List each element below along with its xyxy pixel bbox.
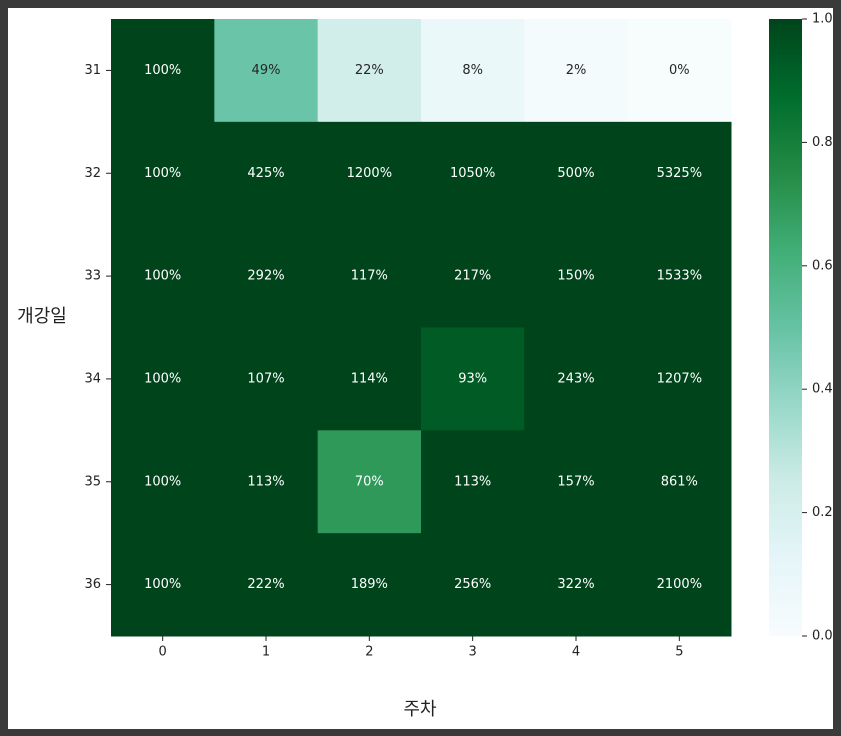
cell-label: 322% — [557, 577, 594, 592]
cell-label: 861% — [661, 474, 698, 489]
cell-label: 5325% — [657, 166, 702, 181]
x-tick-label: 2 — [365, 645, 373, 660]
heatmap-cell — [111, 224, 215, 328]
cell-label: 222% — [247, 577, 284, 592]
heatmap-cell — [111, 430, 215, 534]
cell-label: 425% — [247, 166, 284, 181]
colorbar-tick-label: 0.0 — [812, 629, 833, 644]
heatmap-cell — [214, 224, 319, 328]
heatmap-cell — [214, 533, 319, 637]
cell-label: 70% — [355, 474, 384, 489]
heatmap-cell — [317, 533, 422, 637]
y-tick-label: 33 — [84, 269, 101, 284]
heatmap-cell — [421, 19, 525, 123]
y-axis-title: 개강일 — [17, 306, 67, 327]
heatmap-cell — [421, 430, 525, 534]
y-tick-label: 32 — [84, 166, 101, 181]
x-tick-label: 5 — [675, 645, 683, 660]
y-tick-label: 36 — [84, 577, 101, 592]
cell-label: 500% — [557, 166, 594, 181]
heatmap-cell — [524, 430, 629, 534]
x-tick-label: 4 — [572, 645, 580, 660]
heatmap-cell — [317, 430, 422, 534]
cell-label: 114% — [351, 371, 388, 386]
cell-label: 100% — [144, 371, 181, 386]
cell-label: 292% — [247, 269, 284, 284]
y-tick-label: 35 — [84, 474, 101, 489]
heatmap-cell — [317, 121, 422, 226]
cell-label: 1050% — [450, 166, 495, 181]
heatmap-cell — [214, 19, 319, 123]
heatmap-cell — [111, 19, 215, 123]
heatmap-cell — [524, 533, 629, 637]
cell-label: 217% — [454, 269, 491, 284]
heatmap-cell — [111, 327, 215, 431]
cell-label: 49% — [252, 63, 281, 78]
heatmap-cell — [524, 224, 629, 328]
heatmap-cell — [111, 121, 215, 226]
cell-label: 2% — [566, 63, 587, 78]
heatmap-cell — [317, 19, 422, 123]
cell-label: 107% — [247, 371, 284, 386]
y-tick-label: 31 — [84, 63, 101, 78]
heatmap-cell — [627, 430, 732, 534]
cell-label: 113% — [454, 474, 491, 489]
cell-label: 1207% — [657, 371, 702, 386]
x-tick-label: 3 — [469, 645, 477, 660]
cell-label: 157% — [557, 474, 594, 489]
heatmap-cell — [627, 327, 732, 431]
cell-label: 22% — [355, 63, 384, 78]
colorbar-tick-label: 0.2 — [812, 505, 833, 520]
cell-label: 0% — [669, 63, 690, 78]
heatmap-cell — [421, 533, 525, 637]
colorbar-tick-label: 0.6 — [812, 258, 833, 273]
heatmap-cell — [421, 121, 525, 226]
x-tick-label: 1 — [262, 645, 270, 660]
heatmap-cell — [524, 327, 629, 431]
cell-label: 100% — [144, 166, 181, 181]
cell-label: 93% — [458, 371, 487, 386]
cell-label: 150% — [557, 269, 594, 284]
colorbar — [769, 19, 802, 636]
heatmap-cell — [317, 327, 422, 431]
y-tick-label: 34 — [84, 371, 101, 386]
heatmap-cell — [627, 19, 732, 123]
heatmap-cell — [524, 19, 629, 123]
colorbar-tick-label: 0.8 — [812, 135, 833, 150]
cell-label: 100% — [144, 577, 181, 592]
heatmap-cell — [627, 224, 732, 328]
cell-label: 113% — [247, 474, 284, 489]
cell-label: 100% — [144, 63, 181, 78]
x-tick-label: 0 — [159, 645, 167, 660]
cell-label: 100% — [144, 474, 181, 489]
heatmap-cell — [214, 430, 319, 534]
heatmap-cell — [627, 533, 732, 637]
heatmap-cell — [524, 121, 629, 226]
cell-label: 1200% — [347, 166, 392, 181]
cell-label: 189% — [351, 577, 388, 592]
cell-label: 243% — [557, 371, 594, 386]
cell-label: 117% — [351, 269, 388, 284]
cell-label: 256% — [454, 577, 491, 592]
heatmap-cell — [627, 121, 732, 226]
cell-label: 100% — [144, 269, 181, 284]
heatmap-cell — [111, 533, 215, 637]
cell-label: 8% — [462, 63, 483, 78]
heatmap-cell — [214, 327, 319, 431]
colorbar-tick-label: 1.0 — [812, 12, 833, 27]
colorbar-tick-label: 0.4 — [812, 382, 833, 397]
heatmap-cell — [317, 224, 422, 328]
heatmap-cell — [214, 121, 319, 226]
x-axis-title: 주차 — [403, 699, 437, 720]
cell-label: 1533% — [657, 269, 702, 284]
heatmap-cell — [421, 224, 525, 328]
cell-label: 2100% — [657, 577, 702, 592]
heatmap-cell — [421, 327, 525, 431]
